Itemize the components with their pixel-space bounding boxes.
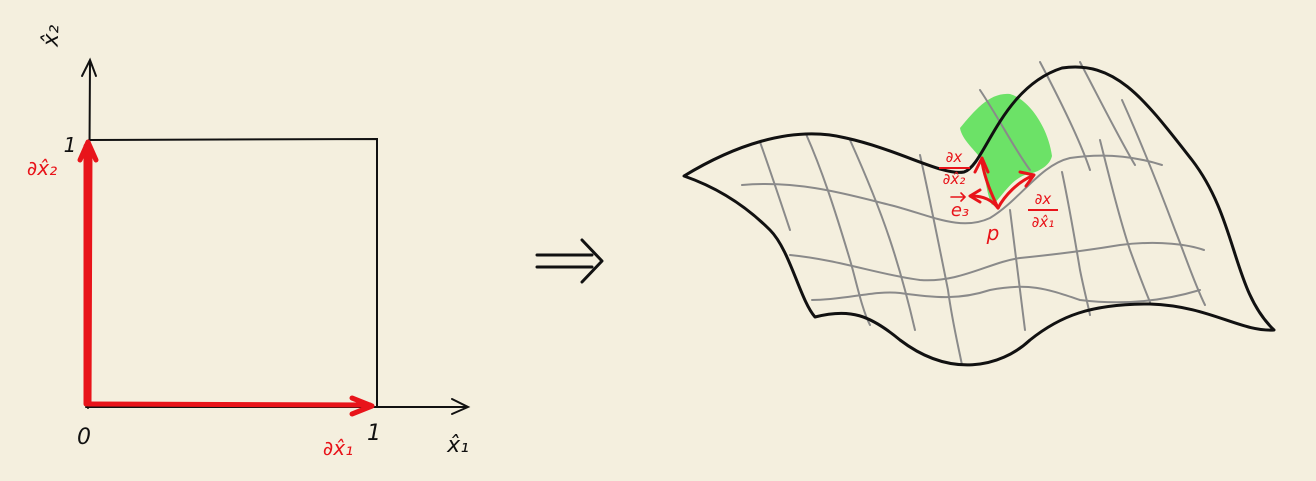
tangent-vectors xyxy=(968,156,1036,210)
tangent-x2-label: ∂x ∂x̂₂ xyxy=(939,148,970,188)
grid-line-v11 xyxy=(979,89,1031,171)
grid-line-v5 xyxy=(1009,209,1026,331)
grid-line-u2 xyxy=(789,241,1205,282)
point-label: p xyxy=(986,221,1000,245)
unit-square-outline xyxy=(88,137,378,408)
x1-edge-arrowhead-icon xyxy=(349,395,375,417)
tangent-x1-denominator: ∂x̂₁ xyxy=(1032,213,1055,231)
tangent-x2-numerator: ∂x xyxy=(946,148,963,166)
surface-outline xyxy=(682,65,1276,367)
surface-panel: ∂x ∂x̂₂ ∂x ∂x̂₁ e₃ p xyxy=(682,61,1276,367)
tangent-patch xyxy=(960,93,1052,205)
grid-line-v10 xyxy=(1079,61,1136,166)
normal-label-text: e₃ xyxy=(951,200,969,221)
x2-axis-arrowhead-icon xyxy=(81,57,97,77)
tangent-x1-numerator: ∂x xyxy=(1035,190,1052,208)
normal-vector-label: e₃ xyxy=(950,192,969,221)
grid-line-v4 xyxy=(919,154,963,366)
origin-label: 0 xyxy=(77,425,91,450)
normal-vector-arrowhead-icon xyxy=(968,188,982,204)
grid-line-v8 xyxy=(1121,99,1206,306)
grid-line-v6 xyxy=(1061,171,1091,316)
surface-grid xyxy=(741,61,1206,366)
tangent-vector-x1-arrowhead-icon xyxy=(1018,170,1036,188)
normal-label-arrow-icon xyxy=(950,192,967,202)
tangent-x1-label: ∂x ∂x̂₁ xyxy=(1028,190,1058,231)
grid-line-v1 xyxy=(759,141,791,231)
x2-boundary-edge xyxy=(77,139,99,407)
x2-tick-label: 1 xyxy=(64,133,77,157)
x1-derivative-label: ∂x̂₁ xyxy=(323,436,353,460)
x1-axis-label: x̂₁ xyxy=(446,433,469,458)
grid-line-u3 xyxy=(811,285,1201,304)
tangent-x2-denominator: ∂x̂₂ xyxy=(943,170,966,188)
x1-tick-label: 1 xyxy=(367,421,381,446)
implies-arrow-icon xyxy=(535,238,604,284)
normal-vector xyxy=(970,194,1000,210)
tangent-vector-x2-arrowhead-icon xyxy=(973,156,990,174)
reference-square-panel: x̂₂ x̂₁ 0 1 1 ∂x̂₁ ∂x̂₂ xyxy=(27,24,471,460)
grid-line-u1 xyxy=(741,154,1163,225)
surface-fill xyxy=(684,66,1274,365)
grid-line-v2 xyxy=(805,133,871,326)
tangent-vector-x1 xyxy=(996,174,1034,210)
x1-boundary-edge xyxy=(85,395,375,417)
x2-derivative-label: ∂x̂₂ xyxy=(27,156,57,180)
grid-line-v7 xyxy=(1099,139,1151,303)
grid-line-v3 xyxy=(849,139,916,331)
x1-axis-arrowhead-icon xyxy=(451,398,471,415)
x2-axis-label: x̂₂ xyxy=(39,24,65,48)
x2-edge-arrowhead-icon xyxy=(77,139,99,163)
